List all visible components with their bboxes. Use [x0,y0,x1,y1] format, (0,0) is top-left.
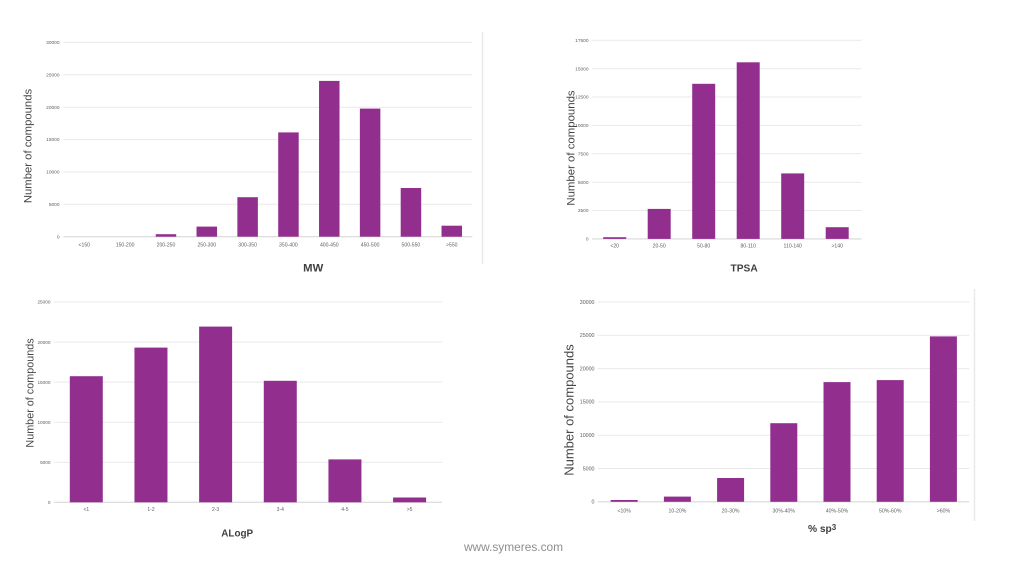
svg-text:15000: 15000 [575,66,589,72]
svg-text:30000: 30000 [46,40,60,46]
svg-text:Number of compounds: Number of compounds [23,89,35,204]
svg-text:<20: <20 [610,243,619,249]
svg-text:20-50: 20-50 [653,243,666,249]
svg-text:400-450: 400-450 [320,242,339,248]
svg-text:4-5: 4-5 [341,507,348,513]
svg-text:300-350: 300-350 [238,242,257,248]
svg-text:17500: 17500 [575,38,589,44]
svg-text:30000: 30000 [580,300,595,306]
svg-text:2500: 2500 [578,208,589,214]
svg-text:10000: 10000 [37,420,50,425]
svg-text:>140: >140 [831,243,843,249]
svg-text:3-4: 3-4 [277,507,284,513]
svg-text:Number of compounds: Number of compounds [566,90,578,206]
svg-text:80-110: 80-110 [740,243,756,249]
svg-text:450-500: 450-500 [361,242,380,248]
svg-text:15000: 15000 [580,400,595,406]
svg-text:5000: 5000 [40,460,51,465]
svg-text:15000: 15000 [46,137,60,143]
svg-text:50-80: 50-80 [697,243,710,249]
svg-text:7500: 7500 [578,152,589,158]
svg-text:12500: 12500 [575,95,589,101]
svg-text:20000: 20000 [37,340,50,345]
svg-text:5000: 5000 [583,466,595,472]
svg-text:0: 0 [57,234,60,240]
svg-text:350-400: 350-400 [279,242,298,248]
svg-text:www.symeres.com: www.symeres.com [463,540,563,554]
svg-text:ALogP: ALogP [221,529,253,540]
svg-text:10-20%: 10-20% [668,508,686,514]
svg-text:<150: <150 [79,242,91,248]
svg-text:0: 0 [586,237,589,243]
svg-text:40%-50%: 40%-50% [826,508,849,514]
svg-text:% sp3: % sp3 [808,522,837,534]
svg-text:>60%: >60% [937,508,951,514]
svg-text:1-2: 1-2 [147,507,154,513]
svg-text:10000: 10000 [46,170,60,176]
svg-text:500-550: 500-550 [402,242,421,248]
svg-text:10000: 10000 [575,123,589,129]
svg-text:25000: 25000 [580,333,595,339]
svg-text:5000: 5000 [49,202,60,208]
svg-text:20000: 20000 [46,105,60,111]
svg-text:150-200: 150-200 [116,242,135,248]
svg-text:2-3: 2-3 [212,507,219,513]
svg-text:TPSA: TPSA [731,264,759,275]
svg-text:>5: >5 [407,507,413,513]
svg-text:25000: 25000 [37,300,50,305]
svg-text:110-140: 110-140 [784,243,802,249]
svg-text:15000: 15000 [37,380,50,385]
svg-text:<10%: <10% [617,508,631,514]
svg-text:20-30%: 20-30% [722,508,740,514]
svg-text:250-300: 250-300 [197,242,216,248]
svg-text:Number of compounds: Number of compounds [25,338,37,448]
svg-text:10000: 10000 [580,433,595,439]
svg-text:20000: 20000 [580,366,595,372]
svg-text:200-250: 200-250 [157,242,176,248]
svg-text:0: 0 [48,500,51,505]
svg-text:MW: MW [303,262,323,274]
svg-text:>550: >550 [446,242,458,248]
svg-text:25000: 25000 [46,73,60,79]
svg-text:30%-40%: 30%-40% [773,508,796,514]
svg-text:50%-60%: 50%-60% [879,508,902,514]
svg-text:Number of compounds: Number of compounds [562,344,577,476]
svg-text:0: 0 [592,500,595,506]
svg-text:<1: <1 [83,507,89,513]
svg-text:5000: 5000 [578,180,589,186]
